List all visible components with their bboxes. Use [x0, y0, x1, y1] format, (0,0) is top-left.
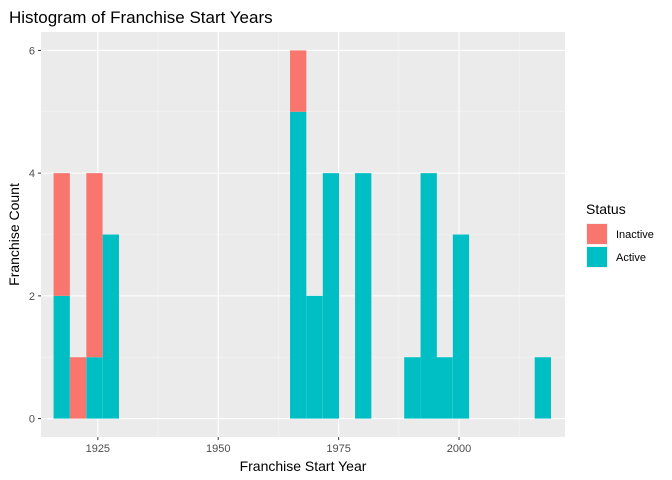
- bar-active: [102, 234, 119, 419]
- bar-active: [355, 173, 372, 419]
- bar-inactive: [69, 357, 87, 419]
- bar-active: [534, 357, 551, 419]
- y-tick-label: 6: [29, 45, 35, 57]
- bars-layer: [53, 50, 551, 419]
- bar-active: [322, 173, 340, 419]
- bar-active: [404, 357, 421, 419]
- x-tick-label: 2000: [447, 443, 471, 455]
- chart-title: Histogram of Franchise Start Years: [9, 8, 273, 27]
- bar-inactive: [290, 50, 307, 112]
- x-tick-label: 1925: [86, 443, 110, 455]
- bar-active: [290, 111, 307, 419]
- x-axis: 1925 1950 1975 2000: [86, 437, 471, 455]
- y-tick-label: 0: [29, 414, 35, 426]
- bar-active: [436, 357, 453, 419]
- legend-key-active: [587, 247, 607, 267]
- y-tick-label: 2: [29, 291, 35, 303]
- y-axis-title: Franchise Count: [6, 183, 22, 286]
- bar-inactive: [53, 173, 70, 296]
- bar-active: [306, 295, 323, 419]
- legend-title: Status: [586, 201, 626, 217]
- bar-inactive: [86, 173, 103, 358]
- bar-active: [420, 173, 437, 419]
- bar-active: [452, 234, 470, 419]
- x-tick-label: 1975: [326, 443, 350, 455]
- legend: Status Inactive Active: [586, 201, 654, 268]
- y-axis: 0 2 4 6: [29, 45, 41, 426]
- legend-label-active: Active: [616, 252, 646, 264]
- legend-key-inactive: [587, 224, 607, 244]
- x-tick-label: 1950: [206, 443, 230, 455]
- x-axis-title: Franchise Start Year: [240, 458, 367, 474]
- bar-active: [86, 357, 103, 419]
- bar-active: [53, 295, 70, 419]
- y-tick-label: 4: [29, 168, 35, 180]
- legend-label-inactive: Inactive: [616, 229, 654, 241]
